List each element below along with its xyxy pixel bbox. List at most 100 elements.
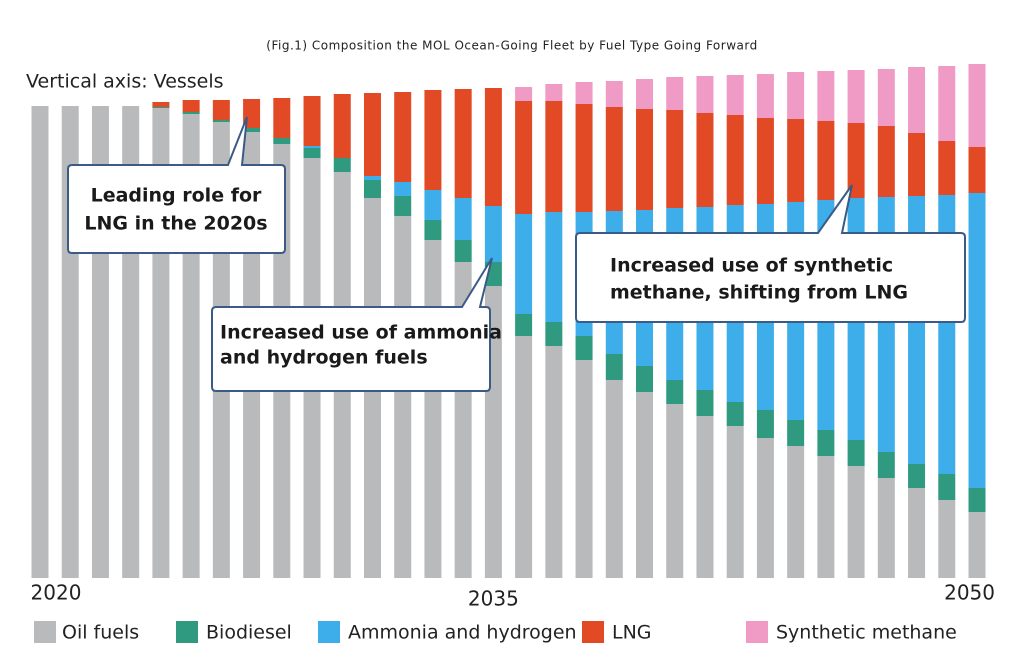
bar-segment	[636, 366, 654, 392]
bar-segment	[908, 464, 926, 488]
bar-segment	[726, 402, 744, 426]
bar-segment	[756, 410, 774, 438]
bar-segment	[454, 198, 472, 240]
bar-segment	[817, 71, 835, 121]
legend: Oil fuels Biodiesel Ammonia and hydrogen LN…	[34, 621, 957, 644]
callout: Leading role for LNG in the 2020s	[67, 116, 286, 254]
bar-segment	[212, 120, 230, 122]
bar-segment	[908, 133, 926, 196]
bar-segment	[726, 426, 744, 578]
bar-segment	[484, 88, 502, 206]
bar-segment	[152, 102, 170, 107]
bar-segment	[605, 81, 623, 107]
legend-label: Oil fuels	[62, 622, 139, 644]
bar-segment	[545, 101, 563, 212]
legend-swatch	[176, 621, 198, 643]
bar-segment	[303, 148, 321, 158]
bar-segment	[182, 112, 200, 114]
bar-segment	[847, 123, 865, 198]
bar-segment	[333, 94, 351, 158]
x-tick-label: 2035	[468, 587, 519, 611]
legend-swatch	[746, 621, 768, 643]
bar-segment	[605, 107, 623, 211]
bar-segment	[847, 70, 865, 123]
bar-segment	[877, 478, 895, 578]
bar-segment	[333, 158, 351, 172]
callout-box	[67, 116, 286, 254]
bar-segment	[908, 67, 926, 133]
x-tick-label: 2050	[944, 581, 995, 605]
bar-segment	[424, 90, 442, 190]
bar-segment	[243, 128, 261, 132]
bar-segment	[666, 380, 684, 404]
bar-segment	[212, 100, 230, 120]
bar-segment	[938, 66, 956, 141]
bar-segment	[696, 390, 714, 416]
bar-segment	[817, 430, 835, 456]
bar-segment	[424, 240, 442, 578]
bar-segment	[363, 93, 381, 176]
bar-segment	[636, 392, 654, 578]
bar-segment	[575, 82, 593, 104]
bar-segment	[636, 109, 654, 210]
bar-segment	[968, 64, 986, 147]
y-axis-label: Vertical axis: Vessels	[26, 71, 224, 93]
bar-segment	[273, 98, 291, 138]
bar-segment	[545, 346, 563, 578]
bar-segment	[303, 146, 321, 148]
bar-segment	[726, 115, 744, 205]
bar-segment	[968, 147, 986, 193]
bar-segment	[394, 196, 412, 216]
callout-text: and hydrogen fuels	[220, 347, 428, 369]
bar-segment	[696, 76, 714, 113]
bar-segment	[817, 456, 835, 578]
bar-segment	[515, 314, 533, 336]
bar-segment	[817, 121, 835, 200]
callout-box	[575, 184, 966, 323]
bar-segment	[394, 182, 412, 196]
bar-segment	[756, 74, 774, 118]
bar-segment	[787, 420, 805, 446]
bar-segment	[938, 474, 956, 500]
callout: Increased use of ammonia and hydrogen fu…	[211, 257, 502, 392]
bar-segment	[273, 138, 291, 144]
bar-segment	[636, 79, 654, 109]
bar-segment	[787, 119, 805, 202]
bar-segment	[182, 100, 200, 112]
legend-label: LNG	[612, 622, 652, 644]
bar-segment	[968, 512, 986, 578]
bar-segment	[968, 488, 986, 512]
bar-segment	[394, 92, 412, 182]
bar-segment	[696, 113, 714, 207]
bar-segment	[756, 438, 774, 578]
bar-segment	[666, 404, 684, 578]
bar-segment	[877, 126, 895, 197]
bar-segment	[696, 416, 714, 578]
bar-segment	[726, 75, 744, 115]
bar-segment	[515, 214, 533, 314]
bar-segment	[787, 446, 805, 578]
bar-segment	[515, 101, 533, 214]
legend-label: Ammonia and hydrogen	[348, 622, 577, 644]
bar-segment	[847, 466, 865, 578]
bar-segment	[303, 96, 321, 146]
legend-label: Biodiesel	[206, 622, 292, 644]
callout: Increased use of synthetic methane, shif…	[575, 184, 966, 323]
legend-swatch	[582, 621, 604, 643]
legend-swatch	[318, 621, 340, 643]
bar-segment	[545, 84, 563, 101]
bar-segment	[515, 87, 533, 101]
bar-segment	[363, 180, 381, 198]
bar-segment	[424, 220, 442, 240]
callout-box	[211, 257, 493, 392]
bar-segment	[394, 216, 412, 578]
bar-segment	[756, 118, 774, 204]
bar-segment	[968, 193, 986, 488]
bar-segment	[545, 212, 563, 322]
bar-segment	[575, 336, 593, 360]
bar-segment	[847, 440, 865, 466]
bar-segment	[666, 77, 684, 110]
callout-text: methane, shifting from LNG	[610, 282, 908, 304]
bar-segment	[877, 69, 895, 126]
